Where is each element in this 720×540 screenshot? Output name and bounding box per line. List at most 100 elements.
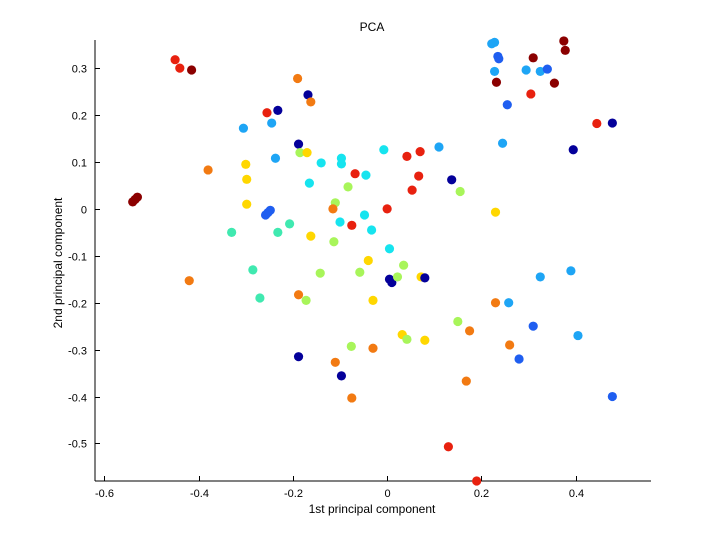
scatter-point [330, 357, 340, 367]
scatter-point [455, 186, 465, 197]
scatter-point [568, 145, 578, 155]
scatter-point [414, 171, 424, 181]
scatter-point [293, 290, 304, 300]
scatter-point [293, 352, 304, 362]
scatter-point [535, 272, 545, 282]
scatter-point [242, 199, 252, 209]
scatter-point [387, 277, 397, 288]
scatter-point [273, 105, 283, 115]
scatter-point [336, 159, 347, 169]
scatter-point [505, 340, 515, 350]
scatter-point [542, 64, 552, 74]
scatter-point [528, 53, 538, 63]
axes: -0.6 -0.4 -0.2 0 0.2 0.4 -0.5 -0.4 -0.3 -0.2 -0.1 0… [68, 40, 651, 500]
scatter-point [293, 139, 304, 149]
scatter-point [238, 123, 249, 133]
scatter-point [489, 37, 500, 47]
scatter-point [242, 174, 252, 184]
scatter-point [368, 343, 378, 353]
y-tick-label: -0.1 [68, 252, 87, 264]
y-tick-label: 0.1 [72, 158, 87, 170]
scatter-point [607, 391, 617, 402]
scatter-point [347, 393, 357, 403]
data-points [128, 36, 617, 486]
scatter-point [502, 100, 512, 110]
scatter-point [302, 147, 312, 158]
scatter-point [491, 77, 502, 87]
scatter-point [304, 178, 314, 188]
scatter-point [267, 118, 277, 128]
y-tick-label: -0.2 [68, 299, 87, 311]
scatter-point [407, 185, 417, 195]
y-tick-label: 0 [81, 205, 87, 217]
y-tick-label: -0.4 [68, 393, 87, 405]
x-axis-label: 1st principal component [309, 502, 436, 516]
scatter-point [315, 268, 325, 278]
scatter-point [343, 182, 353, 192]
scatter-point [203, 165, 213, 175]
scatter-point [265, 205, 275, 215]
scatter-point [184, 276, 194, 286]
x-tick-label: 0 [384, 488, 390, 500]
scatter-point [494, 54, 504, 64]
scatter-point [434, 142, 444, 152]
scatter-point [285, 219, 295, 229]
scatter-point [301, 295, 311, 305]
scatter-point [453, 316, 463, 327]
scatter-point [382, 204, 392, 214]
scatter-point [443, 442, 453, 452]
scatter-point [293, 73, 303, 84]
scatter-point [255, 293, 265, 303]
x-tick-label: -0.2 [284, 488, 303, 500]
scatter-point [262, 108, 272, 118]
scatter-point [521, 65, 531, 75]
scatter-point [366, 225, 377, 235]
x-tick-label: 0.4 [569, 488, 584, 500]
scatter-point [335, 217, 345, 227]
scatter-point [592, 118, 602, 129]
scatter-point [402, 334, 412, 344]
scatter-point [303, 90, 313, 100]
y-axis-label: 2nd principal component [51, 197, 65, 328]
scatter-point [350, 169, 360, 179]
scatter-point [526, 89, 536, 99]
scatter-point [306, 231, 316, 241]
scatter-point [392, 272, 403, 282]
scatter-point [361, 170, 371, 180]
y-tick-label: 0.2 [72, 111, 87, 123]
scatter-point [607, 118, 617, 128]
scatter-point [420, 335, 430, 345]
y-tick-label: -0.5 [68, 439, 87, 451]
scatter-point [368, 295, 378, 305]
scatter-point [402, 151, 412, 161]
scatter-point [489, 66, 500, 77]
scatter-point [346, 341, 356, 351]
scatter-point [573, 330, 583, 341]
x-tick-label: 0.2 [474, 488, 489, 500]
scatter-point [132, 192, 143, 202]
scatter-point [227, 227, 237, 237]
scatter-point [306, 97, 316, 107]
scatter-point [175, 63, 185, 73]
scatter-point [363, 255, 373, 266]
y-tick-label: -0.3 [68, 346, 87, 358]
scatter-point [560, 45, 570, 55]
scatter-point [490, 298, 501, 308]
scatter-point [384, 244, 395, 254]
chart-title: PCA [360, 20, 385, 34]
scatter-point [186, 65, 197, 75]
scatter-point [248, 265, 258, 275]
scatter-point [514, 354, 524, 364]
scatter-point [472, 476, 482, 486]
scatter-point [415, 147, 425, 157]
scatter-point [461, 376, 471, 386]
scatter-point [464, 326, 475, 336]
scatter-point [528, 321, 538, 331]
scatter-point [535, 66, 545, 77]
scatter-point [359, 210, 370, 220]
scatter-point [355, 267, 365, 277]
scatter-point [566, 266, 576, 276]
scatter-point [347, 220, 357, 230]
scatter-point [490, 207, 501, 217]
